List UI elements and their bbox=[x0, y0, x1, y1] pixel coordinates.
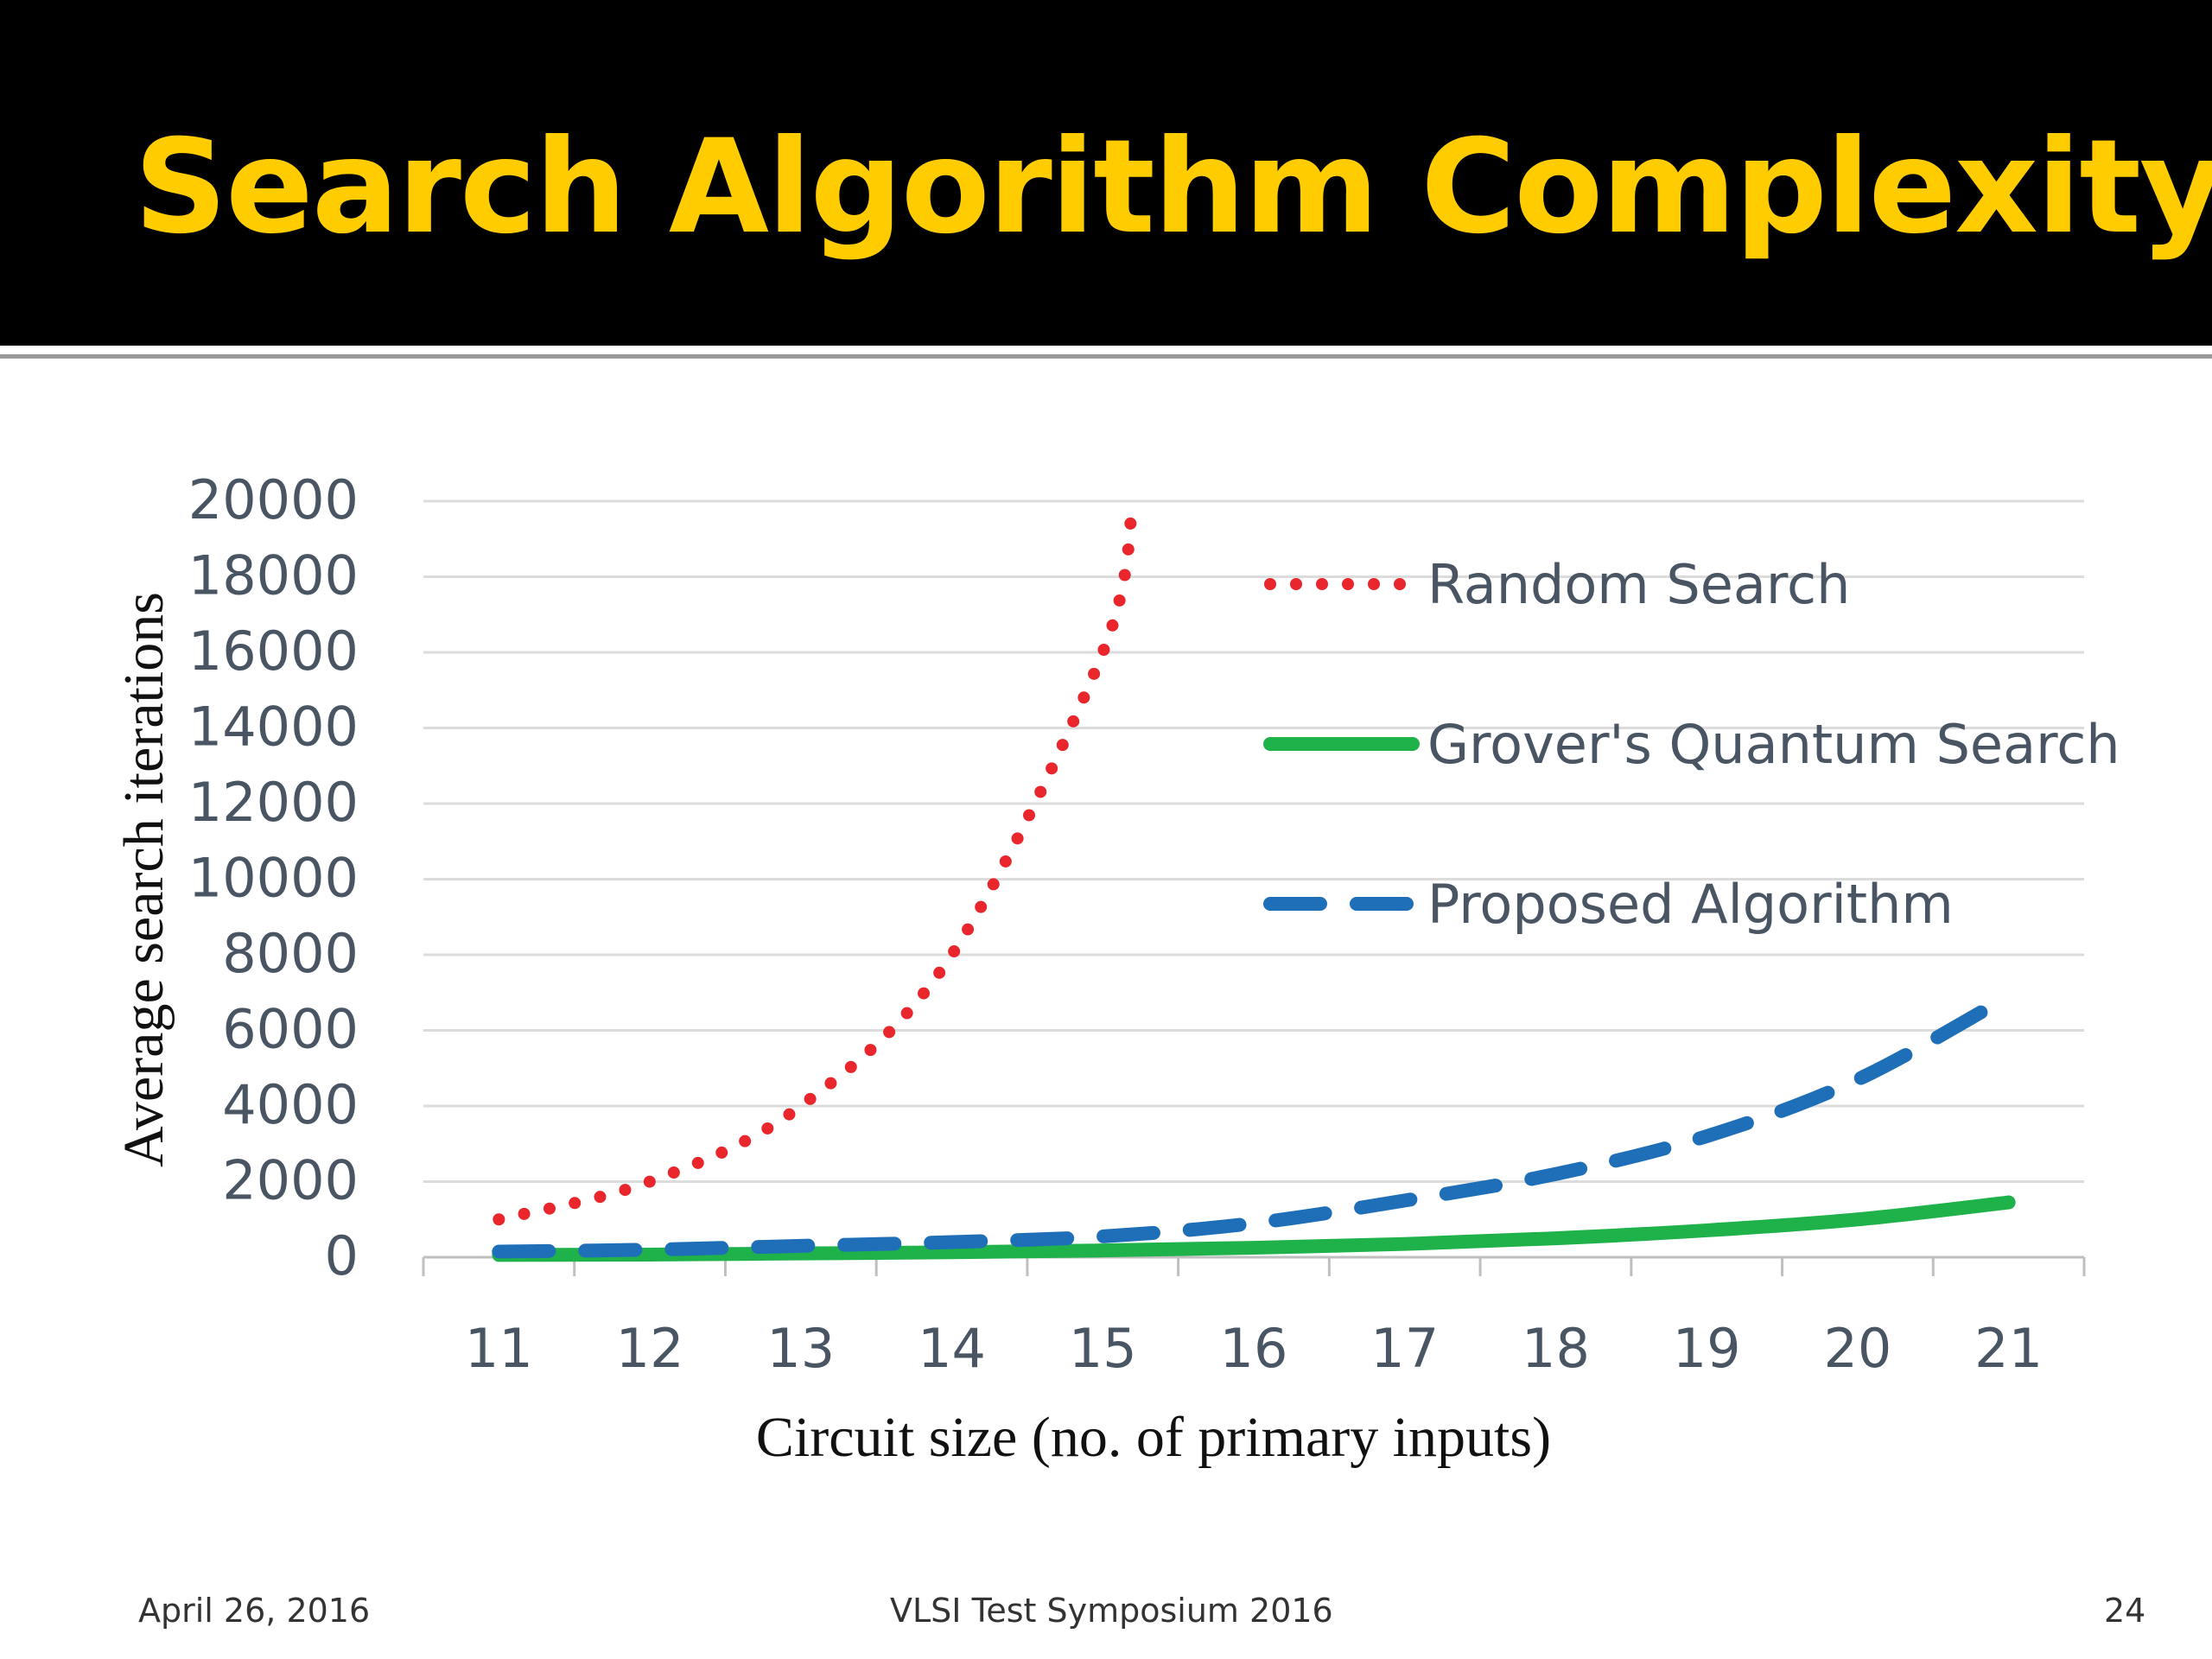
x-tick-label: 18 bbox=[1522, 1317, 1590, 1380]
y-axis-title: Average search iterations bbox=[112, 592, 175, 1167]
title-divider bbox=[0, 354, 2212, 359]
x-tick-label: 12 bbox=[616, 1317, 684, 1380]
y-tick-label: 16000 bbox=[188, 620, 359, 683]
legend-label: Proposed Algorithm bbox=[1427, 873, 1954, 936]
x-tick-label: 19 bbox=[1673, 1317, 1741, 1380]
footer-event: VLSI Test Symposium 2016 bbox=[890, 1592, 1333, 1630]
y-tick-label: 12000 bbox=[188, 771, 359, 834]
footer-date: April 26, 2016 bbox=[138, 1592, 371, 1630]
x-tick-label: 16 bbox=[1220, 1317, 1288, 1380]
legend-label: Random Search bbox=[1427, 553, 1850, 616]
x-tick-label: 21 bbox=[1974, 1317, 2043, 1380]
x-axis-title: Circuit size (no. of primary inputs) bbox=[756, 1406, 1551, 1469]
x-tick-label: 14 bbox=[918, 1317, 986, 1380]
x-tick-label: 13 bbox=[766, 1317, 835, 1380]
legend-label: Grover's Quantum Search bbox=[1427, 713, 2120, 776]
y-tick-label: 4000 bbox=[222, 1073, 359, 1136]
y-tick-label: 10000 bbox=[188, 847, 359, 910]
y-tick-label: 20000 bbox=[188, 468, 359, 531]
series-line-grover-s-quantum-search bbox=[492, 1195, 2016, 1262]
y-tick-label: 14000 bbox=[188, 696, 359, 759]
y-tick-label: 2000 bbox=[222, 1149, 359, 1212]
footer-page-number: 24 bbox=[2104, 1592, 2146, 1630]
y-tick-label: 0 bbox=[325, 1224, 359, 1287]
title-bar bbox=[0, 0, 2212, 346]
y-tick-label: 18000 bbox=[188, 544, 359, 607]
x-tick-label: 15 bbox=[1069, 1317, 1137, 1380]
y-tick-label: 8000 bbox=[222, 922, 359, 985]
x-tick-label: 17 bbox=[1370, 1317, 1439, 1380]
slide-title: Search Algorithm Complexity bbox=[134, 112, 2212, 263]
x-tick-label: 20 bbox=[1823, 1317, 1891, 1380]
x-tick-label: 11 bbox=[465, 1317, 533, 1380]
y-tick-label: 6000 bbox=[222, 998, 359, 1061]
series-line-random-search bbox=[493, 495, 1140, 1226]
series-line-proposed-algorithm bbox=[492, 989, 2016, 1259]
